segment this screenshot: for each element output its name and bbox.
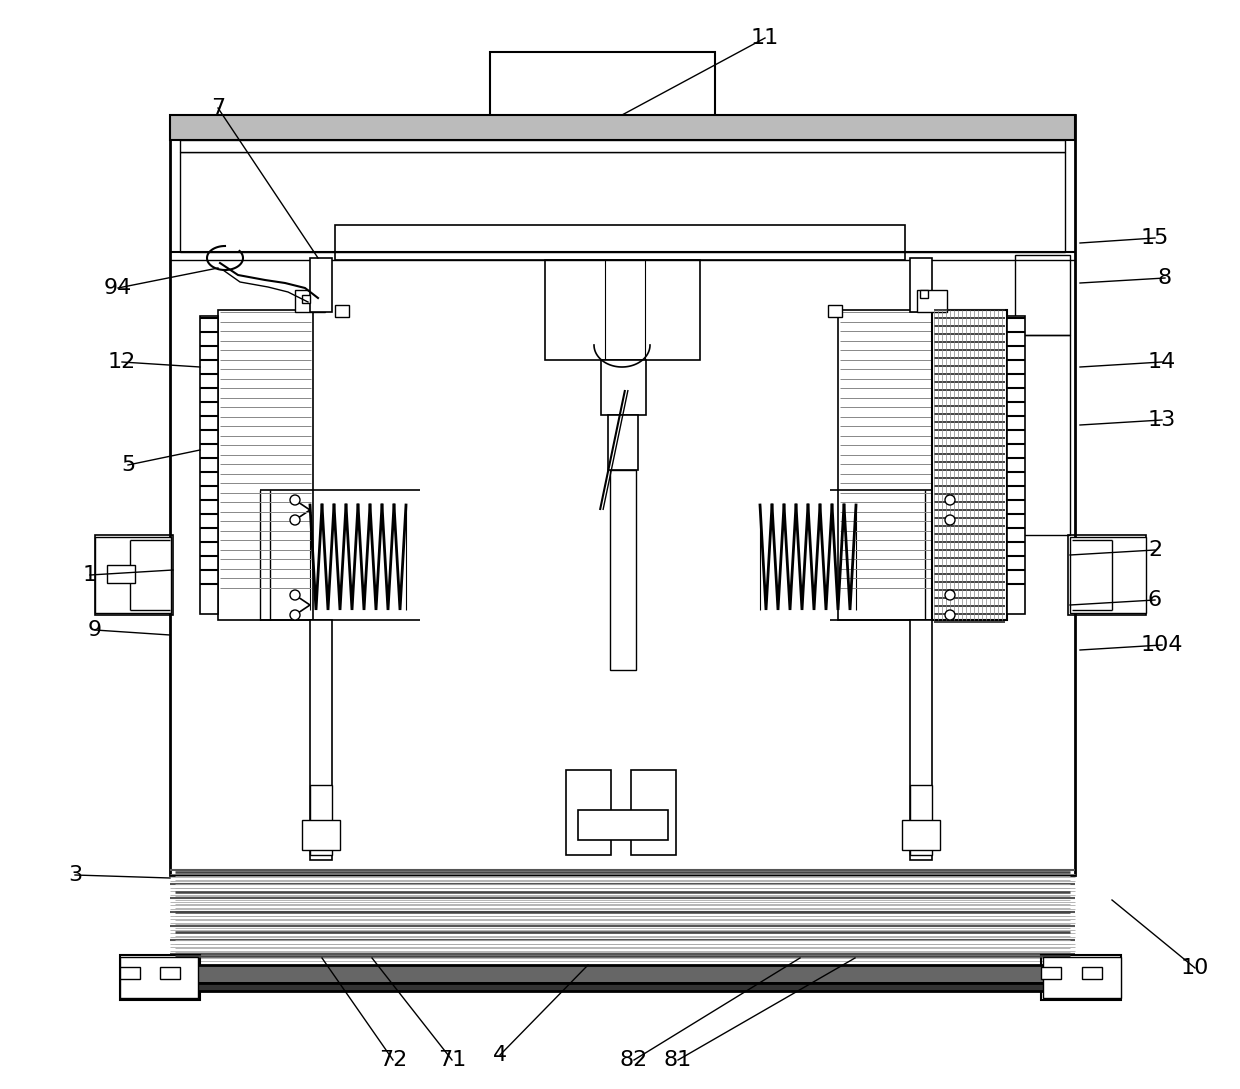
Text: 6: 6 <box>1148 590 1162 610</box>
Bar <box>218 310 312 620</box>
Text: 94: 94 <box>104 278 133 298</box>
Bar <box>910 825 924 837</box>
Circle shape <box>945 590 955 600</box>
Bar <box>918 290 947 313</box>
Bar <box>303 820 340 851</box>
Bar <box>910 258 932 313</box>
Bar <box>170 115 1075 140</box>
Bar <box>95 537 171 613</box>
Text: 81: 81 <box>663 1050 692 1070</box>
Bar <box>95 535 174 615</box>
Bar <box>303 295 310 303</box>
Bar <box>160 967 180 979</box>
Bar <box>1007 316 1025 614</box>
Text: 5: 5 <box>120 455 135 475</box>
Text: 15: 15 <box>1141 228 1169 248</box>
Text: 1: 1 <box>83 565 97 585</box>
Circle shape <box>945 495 955 505</box>
Circle shape <box>290 495 300 505</box>
Bar <box>170 965 1075 983</box>
Circle shape <box>290 610 300 620</box>
Bar <box>120 957 198 998</box>
Text: 11: 11 <box>751 28 779 48</box>
Circle shape <box>945 515 955 525</box>
Text: 12: 12 <box>108 352 136 372</box>
Bar <box>910 785 932 855</box>
Bar <box>310 825 324 837</box>
Text: 72: 72 <box>379 1050 407 1070</box>
Bar <box>610 470 636 670</box>
Bar <box>631 770 676 855</box>
Bar <box>932 310 1007 620</box>
Bar <box>310 620 332 860</box>
Bar <box>1016 255 1070 335</box>
Bar <box>107 565 135 583</box>
Bar <box>180 140 1065 152</box>
Circle shape <box>290 515 300 525</box>
Bar <box>565 770 611 855</box>
Bar <box>335 225 905 260</box>
Bar <box>910 620 932 860</box>
Bar <box>170 983 1075 991</box>
Circle shape <box>945 610 955 620</box>
Text: 71: 71 <box>438 1050 466 1070</box>
Bar <box>828 305 842 317</box>
Bar <box>120 967 140 979</box>
Bar <box>310 785 332 855</box>
Bar <box>1042 955 1121 1000</box>
Bar <box>490 52 715 117</box>
Text: 104: 104 <box>1141 635 1183 654</box>
Text: 13: 13 <box>1148 409 1176 430</box>
Text: 2: 2 <box>1148 540 1162 560</box>
Text: 14: 14 <box>1148 352 1176 372</box>
Bar <box>1016 335 1070 535</box>
Bar <box>920 290 928 298</box>
Bar <box>578 810 668 840</box>
Bar <box>1070 537 1146 613</box>
Bar <box>170 115 1075 874</box>
Bar <box>335 305 348 317</box>
Bar <box>295 290 325 313</box>
Text: 10: 10 <box>1180 958 1209 978</box>
Bar <box>200 316 218 614</box>
Text: 3: 3 <box>68 865 82 885</box>
Text: 9: 9 <box>88 620 102 640</box>
Bar <box>901 820 940 851</box>
Text: 4: 4 <box>494 1045 507 1065</box>
Bar <box>1042 967 1061 979</box>
Bar <box>608 415 639 470</box>
Bar <box>1083 967 1102 979</box>
Bar <box>601 360 646 415</box>
Bar <box>1068 535 1146 615</box>
Circle shape <box>290 590 300 600</box>
Text: 7: 7 <box>211 98 226 118</box>
Bar <box>1043 957 1121 998</box>
Bar <box>120 955 200 1000</box>
Text: 82: 82 <box>620 1050 649 1070</box>
Bar <box>546 260 701 360</box>
Bar <box>838 310 932 620</box>
Text: 8: 8 <box>1158 268 1172 287</box>
Bar <box>180 152 1065 252</box>
Bar <box>310 258 332 313</box>
